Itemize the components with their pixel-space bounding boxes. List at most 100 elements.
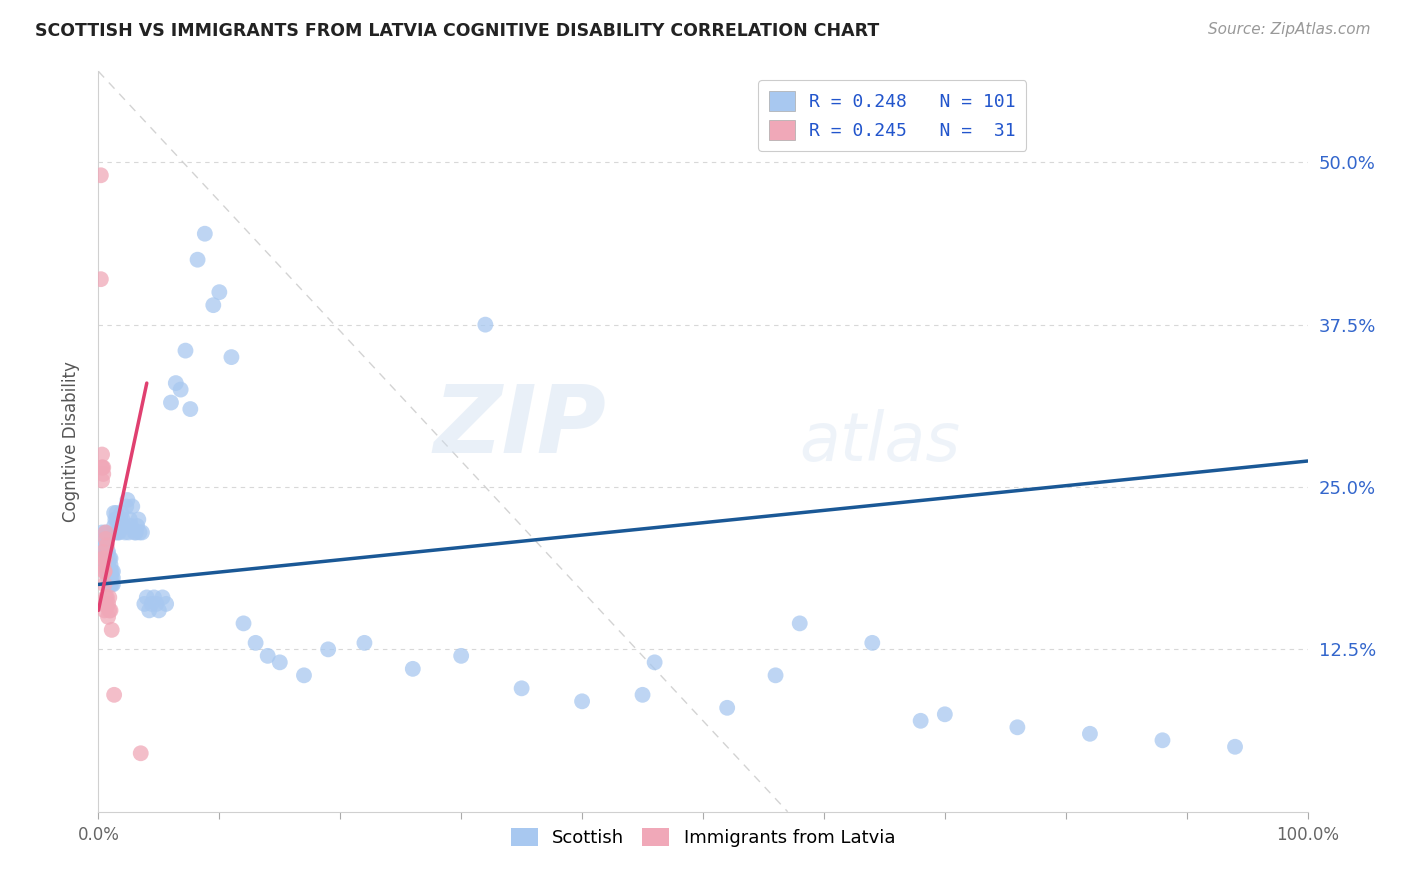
Point bbox=[118, 512, 141, 526]
Point bbox=[93, 603, 115, 617]
Text: Source: ZipAtlas.com: Source: ZipAtlas.com bbox=[1208, 22, 1371, 37]
Point bbox=[112, 519, 135, 533]
Point bbox=[245, 636, 267, 650]
Point bbox=[108, 525, 131, 540]
Point bbox=[98, 551, 121, 566]
Point bbox=[100, 577, 122, 591]
Point bbox=[114, 525, 136, 540]
Point bbox=[187, 252, 209, 267]
Point bbox=[90, 168, 112, 182]
Point bbox=[316, 642, 339, 657]
Point bbox=[91, 558, 114, 572]
Point bbox=[571, 694, 593, 708]
Point bbox=[134, 597, 156, 611]
Point bbox=[131, 525, 153, 540]
Point bbox=[107, 512, 129, 526]
Point bbox=[97, 545, 120, 559]
Point bbox=[121, 500, 143, 514]
Point bbox=[127, 512, 149, 526]
Point bbox=[93, 538, 115, 552]
Point bbox=[910, 714, 932, 728]
Point bbox=[474, 318, 496, 332]
Point bbox=[94, 538, 117, 552]
Point bbox=[93, 532, 115, 546]
Point bbox=[1007, 720, 1029, 734]
Point bbox=[100, 558, 122, 572]
Point bbox=[194, 227, 217, 241]
Point bbox=[135, 591, 157, 605]
Point bbox=[129, 746, 152, 760]
Point bbox=[94, 597, 117, 611]
Point bbox=[91, 545, 114, 559]
Point bbox=[98, 577, 121, 591]
Point bbox=[98, 565, 121, 579]
Point bbox=[100, 623, 122, 637]
Text: atlas: atlas bbox=[800, 409, 960, 475]
Point bbox=[402, 662, 425, 676]
Point bbox=[141, 597, 163, 611]
Point bbox=[124, 525, 146, 540]
Point bbox=[94, 545, 117, 559]
Point bbox=[111, 512, 134, 526]
Point bbox=[152, 591, 174, 605]
Point bbox=[644, 656, 666, 670]
Point bbox=[93, 565, 115, 579]
Point bbox=[98, 603, 121, 617]
Point bbox=[860, 636, 883, 650]
Point bbox=[160, 395, 183, 409]
Legend: Scottish, Immigrants from Latvia: Scottish, Immigrants from Latvia bbox=[503, 821, 903, 855]
Point bbox=[94, 591, 117, 605]
Text: ZIP: ZIP bbox=[433, 381, 606, 473]
Point bbox=[90, 272, 112, 286]
Point bbox=[91, 460, 114, 475]
Point bbox=[94, 525, 117, 540]
Point bbox=[96, 558, 118, 572]
Point bbox=[138, 603, 160, 617]
Point bbox=[96, 599, 118, 614]
Point bbox=[91, 460, 114, 475]
Point bbox=[256, 648, 278, 663]
Point bbox=[96, 565, 118, 579]
Point bbox=[127, 519, 149, 533]
Point bbox=[128, 525, 150, 540]
Point bbox=[165, 376, 187, 390]
Point bbox=[120, 519, 142, 533]
Point bbox=[93, 577, 115, 591]
Point bbox=[91, 538, 114, 552]
Point bbox=[103, 688, 125, 702]
Point bbox=[98, 591, 121, 605]
Point bbox=[1078, 727, 1101, 741]
Point bbox=[292, 668, 315, 682]
Point bbox=[91, 551, 114, 566]
Point bbox=[104, 512, 127, 526]
Point bbox=[115, 500, 138, 514]
Point bbox=[174, 343, 197, 358]
Point bbox=[110, 506, 132, 520]
Point bbox=[107, 525, 129, 540]
Point bbox=[232, 616, 254, 631]
Point bbox=[96, 538, 118, 552]
Point bbox=[631, 688, 654, 702]
Y-axis label: Cognitive Disability: Cognitive Disability bbox=[62, 361, 80, 522]
Point bbox=[93, 565, 115, 579]
Point bbox=[208, 285, 231, 300]
Point bbox=[125, 525, 148, 540]
Point bbox=[155, 597, 177, 611]
Point bbox=[143, 591, 166, 605]
Point bbox=[1223, 739, 1246, 754]
Point bbox=[101, 565, 124, 579]
Point bbox=[103, 519, 125, 533]
Point bbox=[91, 474, 114, 488]
Point bbox=[105, 512, 128, 526]
Point bbox=[934, 707, 956, 722]
Point bbox=[117, 493, 139, 508]
Point bbox=[1152, 733, 1174, 747]
Point bbox=[103, 506, 125, 520]
Point bbox=[96, 591, 118, 605]
Point bbox=[94, 532, 117, 546]
Point bbox=[118, 525, 141, 540]
Point bbox=[100, 551, 122, 566]
Point bbox=[91, 525, 114, 540]
Point bbox=[108, 519, 131, 533]
Point bbox=[91, 551, 114, 566]
